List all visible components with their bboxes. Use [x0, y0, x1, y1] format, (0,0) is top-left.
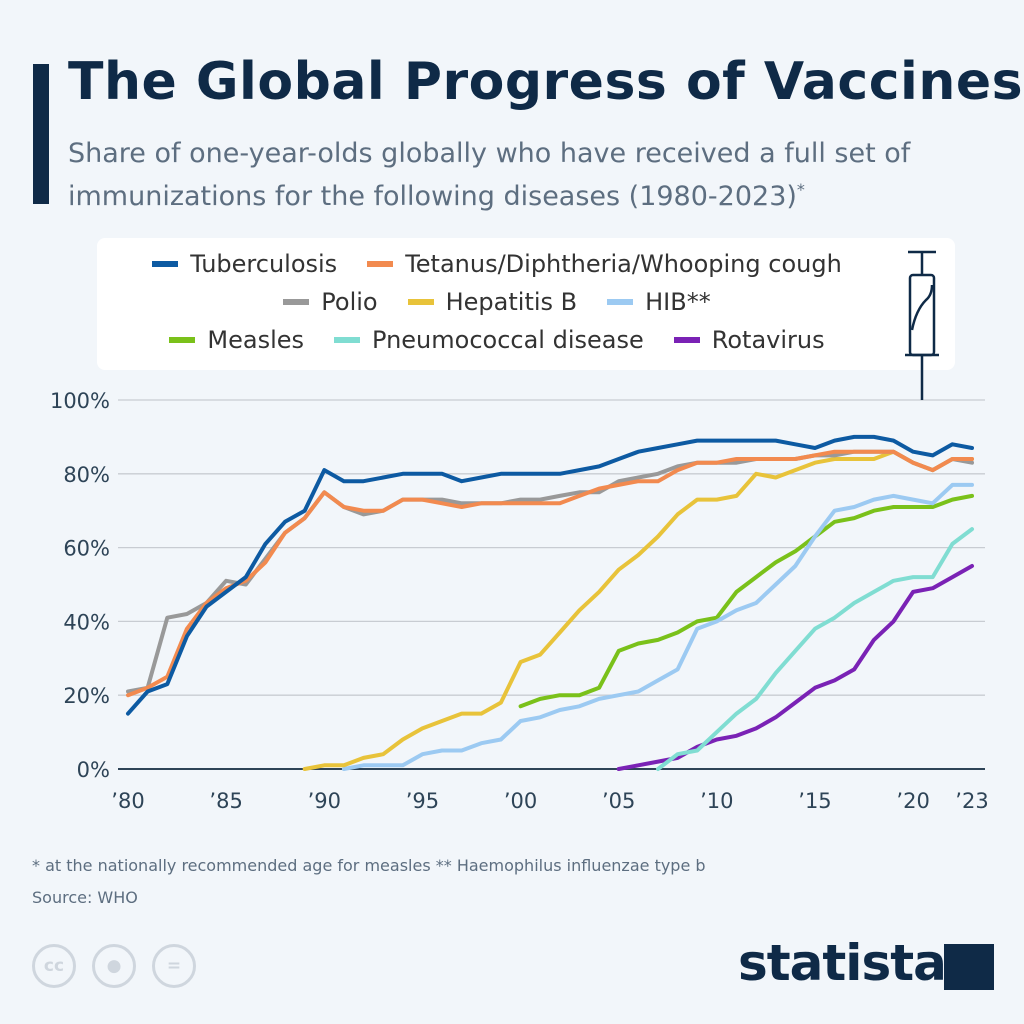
no-derivatives-icon: =	[152, 944, 196, 988]
legend-item-hepatitis-b: Hepatitis B	[407, 288, 578, 316]
x-tick-label: ’90	[308, 789, 341, 813]
x-tick-label: ’15	[798, 789, 831, 813]
x-tick-label: ’95	[406, 789, 439, 813]
series-line-hib	[341, 482, 974, 771]
subtitle-text: Share of one-year-olds globally who have…	[68, 138, 911, 212]
y-tick-label: 0%	[77, 758, 110, 782]
legend-swatch	[283, 299, 310, 305]
legend-swatch	[367, 261, 394, 267]
series-line-rotavirus	[616, 564, 974, 771]
legend-swatch	[169, 337, 196, 343]
legend-label: Hepatitis B	[445, 288, 578, 316]
x-tick-label: ’20	[896, 789, 929, 813]
legend-label: Tuberculosis	[190, 250, 338, 278]
legend-row-1: Tuberculosis Tetanus/Diphtheria/Whooping…	[97, 250, 897, 278]
legend-swatch	[152, 261, 179, 267]
legend-label: Tetanus/Diphtheria/Whooping cough	[405, 250, 842, 278]
x-tick-label: ’05	[602, 789, 635, 813]
footnote: * at the nationally recommended age for …	[32, 856, 706, 875]
statista-logo-icon	[944, 944, 994, 990]
legend-row-2: Polio Hepatitis B HIB**	[97, 288, 897, 316]
legend: Tuberculosis Tetanus/Diphtheria/Whooping…	[97, 238, 955, 370]
series-line-hepatitis-b	[302, 449, 974, 771]
y-tick-label: 40%	[63, 610, 110, 634]
series-line-tuberculosis	[126, 434, 974, 716]
syringe-icon	[905, 250, 939, 400]
chart-title: The Global Progress of Vaccines	[68, 52, 1024, 112]
series-line-pneumococcal-disease	[656, 527, 974, 771]
y-tick-label: 60%	[63, 537, 110, 561]
x-tick-label: ’00	[504, 789, 537, 813]
legend-item-measles: Measles	[169, 326, 304, 354]
legend-item-hib: HIB**	[607, 288, 711, 316]
legend-label: Measles	[207, 326, 305, 354]
title-accent-bar	[33, 64, 49, 204]
legend-swatch	[334, 337, 361, 343]
statista-logo: statista	[738, 934, 947, 992]
legend-item-polio: Polio	[283, 288, 378, 316]
legend-label: Polio	[321, 288, 378, 316]
y-tick-label: 20%	[63, 684, 110, 708]
legend-item-rotavirus: Rotavirus	[673, 326, 825, 354]
legend-item-pneumococcal: Pneumococcal disease	[334, 326, 644, 354]
legend-row-3: Measles Pneumococcal disease Rotavirus	[97, 326, 897, 354]
x-tick-label: ’23	[955, 789, 988, 813]
y-tick-label: 80%	[63, 463, 110, 487]
legend-swatch	[407, 299, 434, 305]
legend-swatch	[673, 337, 700, 343]
subtitle-footnote-mark: *	[796, 180, 805, 199]
y-tick-label: 100%	[50, 389, 110, 413]
source: Source: WHO	[32, 888, 138, 907]
x-tick-label: ’80	[111, 789, 144, 813]
legend-swatch	[607, 299, 634, 305]
legend-label: HIB**	[645, 288, 711, 316]
cc-icon: cc	[32, 944, 76, 988]
legend-label: Rotavirus	[711, 326, 825, 354]
series-line-measles	[518, 493, 974, 709]
legend-item-tuberculosis: Tuberculosis	[152, 250, 337, 278]
series-line-tetanus-diphtheria-whooping-cough	[126, 449, 974, 698]
x-tick-label: ’10	[700, 789, 733, 813]
chart-subtitle: Share of one-year-olds globally who have…	[68, 136, 1008, 215]
x-tick-label: ’85	[209, 789, 242, 813]
attribution-icon: ●	[92, 944, 136, 988]
legend-label: Pneumococcal disease	[372, 326, 644, 354]
legend-item-dtp: Tetanus/Diphtheria/Whooping cough	[367, 250, 842, 278]
